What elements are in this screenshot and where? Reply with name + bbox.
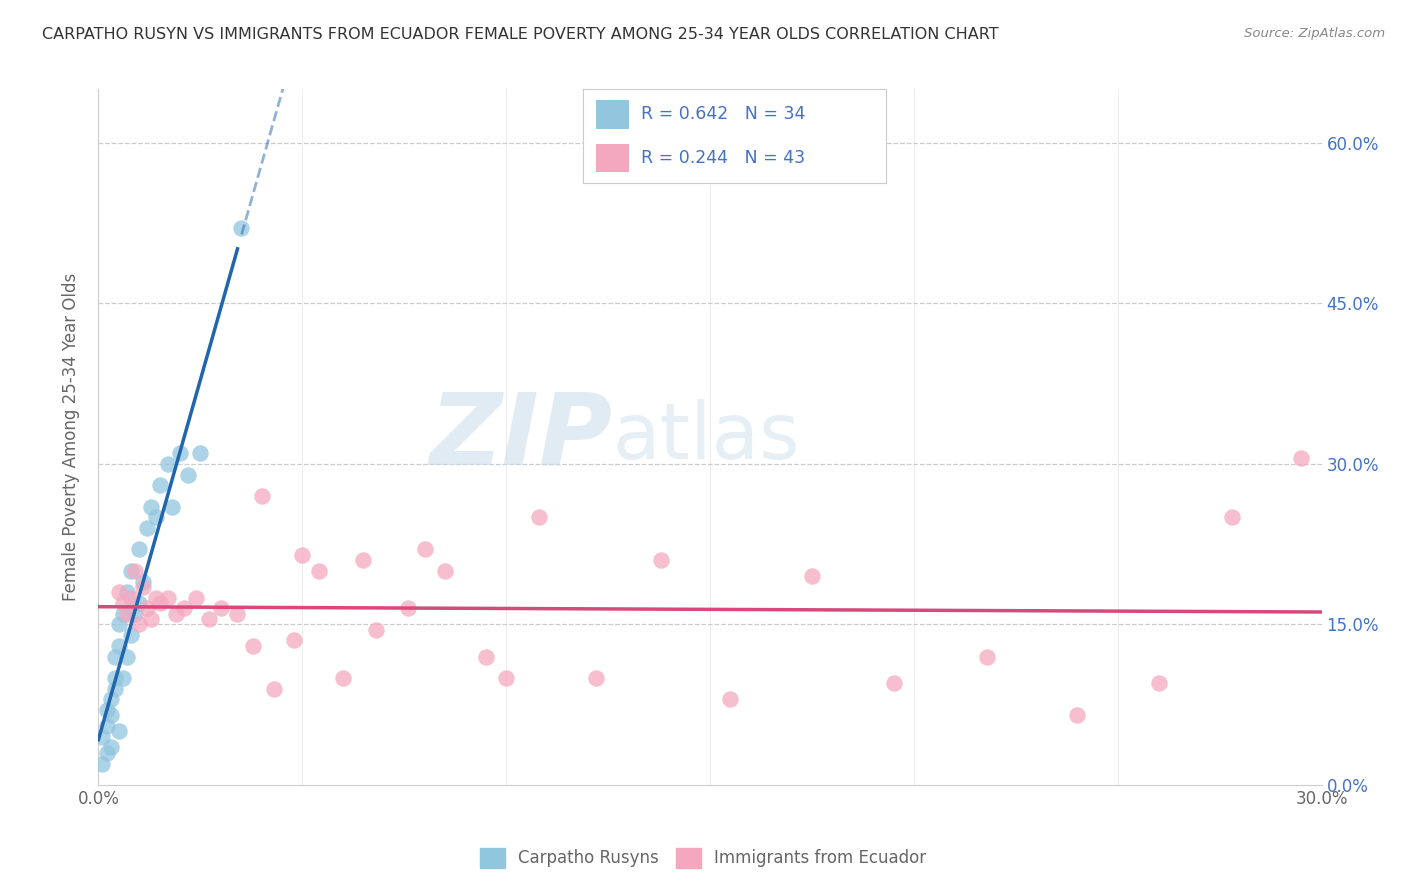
- Point: [149, 596, 172, 610]
- Point: [128, 617, 150, 632]
- Point: [801, 569, 824, 583]
- Point: [173, 601, 195, 615]
- Point: [474, 649, 498, 664]
- Point: [242, 639, 264, 653]
- Point: [495, 671, 517, 685]
- Text: atlas: atlas: [612, 399, 800, 475]
- Point: [108, 617, 131, 632]
- Point: [434, 564, 457, 578]
- Point: [231, 221, 253, 235]
- Point: [527, 510, 550, 524]
- Point: [141, 612, 163, 626]
- Point: [177, 467, 200, 482]
- Point: [132, 574, 155, 589]
- Point: [186, 591, 208, 605]
- Point: [115, 649, 138, 664]
- Point: [226, 607, 249, 621]
- Point: [145, 591, 167, 605]
- Point: [169, 446, 191, 460]
- Point: [209, 601, 232, 615]
- Point: [1220, 510, 1243, 524]
- Point: [111, 596, 134, 610]
- Point: [332, 671, 354, 685]
- Point: [250, 489, 273, 503]
- Bar: [596, 144, 628, 171]
- Point: [585, 671, 607, 685]
- Point: [104, 681, 127, 696]
- Point: [160, 500, 183, 514]
- Point: [115, 607, 138, 621]
- Point: [104, 671, 127, 685]
- Point: [883, 676, 905, 690]
- Point: [120, 591, 142, 605]
- Point: [413, 542, 436, 557]
- Point: [145, 510, 167, 524]
- Point: [136, 521, 159, 535]
- Text: ZIP: ZIP: [429, 389, 612, 485]
- Point: [1066, 708, 1088, 723]
- Point: [136, 601, 159, 615]
- Point: [124, 607, 146, 621]
- Point: [96, 746, 118, 760]
- Point: [720, 692, 742, 706]
- Point: [165, 607, 187, 621]
- Point: [104, 649, 127, 664]
- Point: [96, 703, 118, 717]
- Point: [120, 628, 142, 642]
- Legend: Carpatho Rusyns, Immigrants from Ecuador: Carpatho Rusyns, Immigrants from Ecuador: [474, 841, 932, 875]
- Text: R = 0.642   N = 34: R = 0.642 N = 34: [641, 105, 806, 123]
- Point: [100, 740, 122, 755]
- Point: [149, 478, 172, 492]
- Point: [141, 500, 163, 514]
- Point: [128, 596, 150, 610]
- Point: [263, 681, 285, 696]
- Y-axis label: Female Poverty Among 25-34 Year Olds: Female Poverty Among 25-34 Year Olds: [62, 273, 80, 601]
- Point: [1147, 676, 1170, 690]
- Point: [283, 633, 305, 648]
- Point: [108, 639, 131, 653]
- Point: [188, 446, 212, 460]
- Point: [650, 553, 672, 567]
- Point: [291, 548, 314, 562]
- Point: [124, 564, 146, 578]
- Point: [115, 585, 138, 599]
- Point: [308, 564, 330, 578]
- Point: [156, 591, 179, 605]
- Point: [197, 612, 219, 626]
- Point: [100, 692, 122, 706]
- Point: [108, 585, 131, 599]
- Point: [976, 649, 998, 664]
- Point: [132, 580, 155, 594]
- Point: [111, 671, 134, 685]
- Point: [100, 708, 122, 723]
- Point: [120, 564, 142, 578]
- Point: [108, 724, 131, 739]
- Point: [91, 730, 114, 744]
- Point: [111, 607, 134, 621]
- Point: [396, 601, 419, 615]
- Point: [128, 542, 150, 557]
- Point: [156, 457, 179, 471]
- Text: R = 0.244   N = 43: R = 0.244 N = 43: [641, 149, 806, 167]
- Point: [91, 756, 114, 771]
- Bar: [596, 101, 628, 128]
- Point: [1291, 451, 1313, 466]
- Point: [364, 623, 387, 637]
- Text: Source: ZipAtlas.com: Source: ZipAtlas.com: [1244, 27, 1385, 40]
- Point: [96, 719, 118, 733]
- Text: CARPATHO RUSYN VS IMMIGRANTS FROM ECUADOR FEMALE POVERTY AMONG 25-34 YEAR OLDS C: CARPATHO RUSYN VS IMMIGRANTS FROM ECUADO…: [42, 27, 998, 42]
- Point: [352, 553, 374, 567]
